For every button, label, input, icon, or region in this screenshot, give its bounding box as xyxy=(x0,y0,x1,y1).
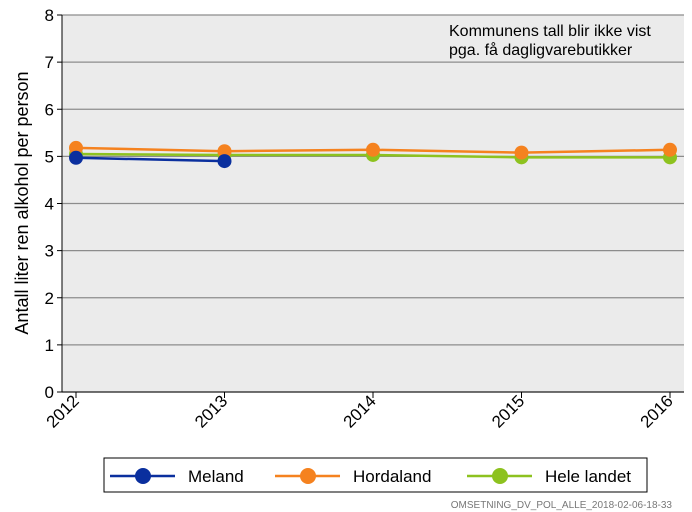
annotation-line-2: pga. få dagligvarebutikker xyxy=(449,41,633,59)
y-tick-label: 1 xyxy=(45,336,54,355)
annotation-line-1: Kommunens tall blir ikke vist xyxy=(449,23,651,40)
legend-box xyxy=(103,457,648,493)
axes xyxy=(57,14,684,398)
y-tick-label: 2 xyxy=(45,289,54,308)
legend: Meland Hordaland Hele landet xyxy=(110,467,631,486)
data-point-hordaland xyxy=(69,140,83,155)
legend-marker-hele-landet xyxy=(492,468,508,484)
y-tick-label: 7 xyxy=(45,53,54,72)
legend-marker-meland xyxy=(135,468,151,484)
x-tick-label: 2015 xyxy=(488,391,528,431)
data-point-hordaland xyxy=(366,142,380,157)
y-tick-label: 8 xyxy=(45,6,54,25)
x-tick-label: 2013 xyxy=(191,391,231,431)
x-tick-labels: 2012 2013 2014 2015 2016 xyxy=(43,391,677,431)
data-point-hordaland xyxy=(514,145,529,160)
x-tick-label: 2016 xyxy=(637,391,677,431)
y-tick-label: 0 xyxy=(45,383,54,402)
y-tick-labels: 0 1 2 3 4 5 6 7 8 xyxy=(45,6,54,402)
y-axis-label: Antall liter ren alkohol per person xyxy=(12,71,32,334)
data-point-hordaland xyxy=(217,144,232,159)
y-tick-label: 6 xyxy=(45,100,54,119)
footer-source: OMSETNING_DV_POL_ALLE_2018-02-06-18-33 xyxy=(451,500,673,511)
y-tick-label: 4 xyxy=(45,195,54,214)
data-point-meland xyxy=(69,150,83,165)
y-tick-label: 3 xyxy=(45,242,54,261)
series-line-meland xyxy=(75,156,225,163)
data-point-hordaland xyxy=(663,142,677,157)
series-group xyxy=(69,140,677,169)
legend-label-hele-landet: Hele landet xyxy=(545,467,631,486)
x-tick-label: 2014 xyxy=(340,391,380,431)
legend-label-meland: Meland xyxy=(188,467,244,486)
y-tick-label: 5 xyxy=(45,147,54,166)
data-point-meland xyxy=(217,154,232,169)
legend-marker-hordaland xyxy=(300,468,316,484)
legend-label-hordaland: Hordaland xyxy=(353,467,431,486)
